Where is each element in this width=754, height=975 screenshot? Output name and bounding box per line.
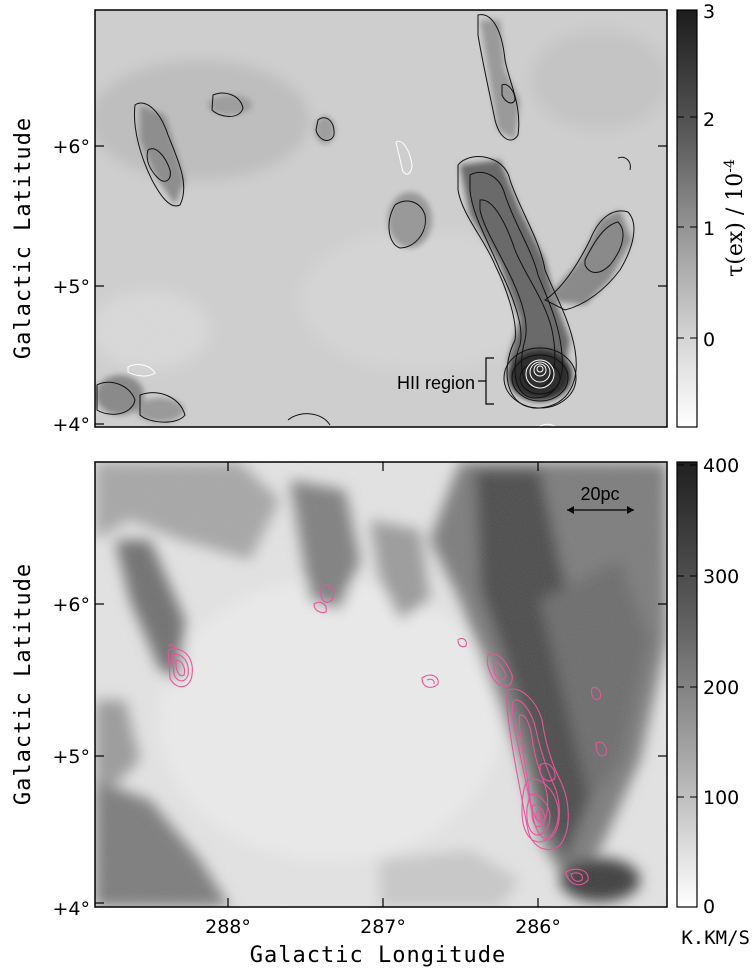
bottom-x-axis-title: Galactic Longitude (250, 943, 506, 968)
bottom-xtick-label: 286° (515, 916, 561, 938)
bottom-colorbar-tick-label: 200 (703, 677, 739, 699)
top-colorbar-tick-label: 2 (703, 109, 715, 131)
top-ytick-label: +4° (52, 414, 90, 436)
top-colorbar-tick-label: 0 (703, 329, 715, 351)
scalebar-label: 20pc (580, 484, 619, 504)
bottom-panel-image: 20pc (95, 462, 667, 907)
top-y-axis-title: Galactic Latitude (11, 117, 36, 359)
top-panel-image (95, 10, 667, 427)
bottom-colorbar-unit: K.KM/S (681, 927, 750, 949)
top-colorbar-title: τ(ex) / 10-4 (722, 159, 748, 277)
colorbar-title-main: τ(ex) / 10 (723, 173, 748, 277)
bottom-colorbar-tick-label: 300 (703, 566, 739, 588)
top-ytick-label: +6° (52, 136, 90, 158)
top-colorbar-tick-label: 1 (703, 218, 715, 240)
top-ytick-label: +5° (52, 276, 90, 298)
hii-region-label: HII region (397, 373, 475, 393)
bottom-colorbar-tick-label: 100 (703, 787, 739, 809)
top-panel-frame (94, 9, 668, 428)
top-yticks (95, 145, 667, 425)
top-panel: +6° +5° +4° Galactic Latitude HII region… (11, 1, 748, 436)
hii-region-bracket (478, 357, 494, 405)
scalebar (567, 506, 634, 514)
bottom-ytick-label: +6° (52, 594, 90, 616)
bottom-panel-frame (94, 461, 668, 908)
colorbar-title-exponent: -4 (722, 159, 738, 173)
bottom-colorbar-tick-label: 0 (703, 896, 715, 918)
bottom-xtick-label: 288° (205, 916, 251, 938)
bottom-y-axis-title: Galactic Latitude (11, 563, 36, 805)
bottom-ytick-label: +5° (52, 746, 90, 768)
bottom-xtick-label: 287° (360, 916, 406, 938)
bottom-panel: 20pc +6° +5° +4° 288° 287° 286° Galactic… (11, 455, 750, 968)
bottom-ticks (95, 462, 667, 907)
top-colorbar: 3 2 1 0 τ(ex) / 10-4 (676, 1, 748, 428)
bottom-colorbar-tick-label: 400 (703, 455, 739, 477)
bottom-ytick-label: +4° (52, 898, 90, 920)
top-colorbar-tick-label: 3 (703, 1, 715, 23)
bottom-colorbar: 400 300 200 100 0 K.KM/S (676, 455, 750, 949)
